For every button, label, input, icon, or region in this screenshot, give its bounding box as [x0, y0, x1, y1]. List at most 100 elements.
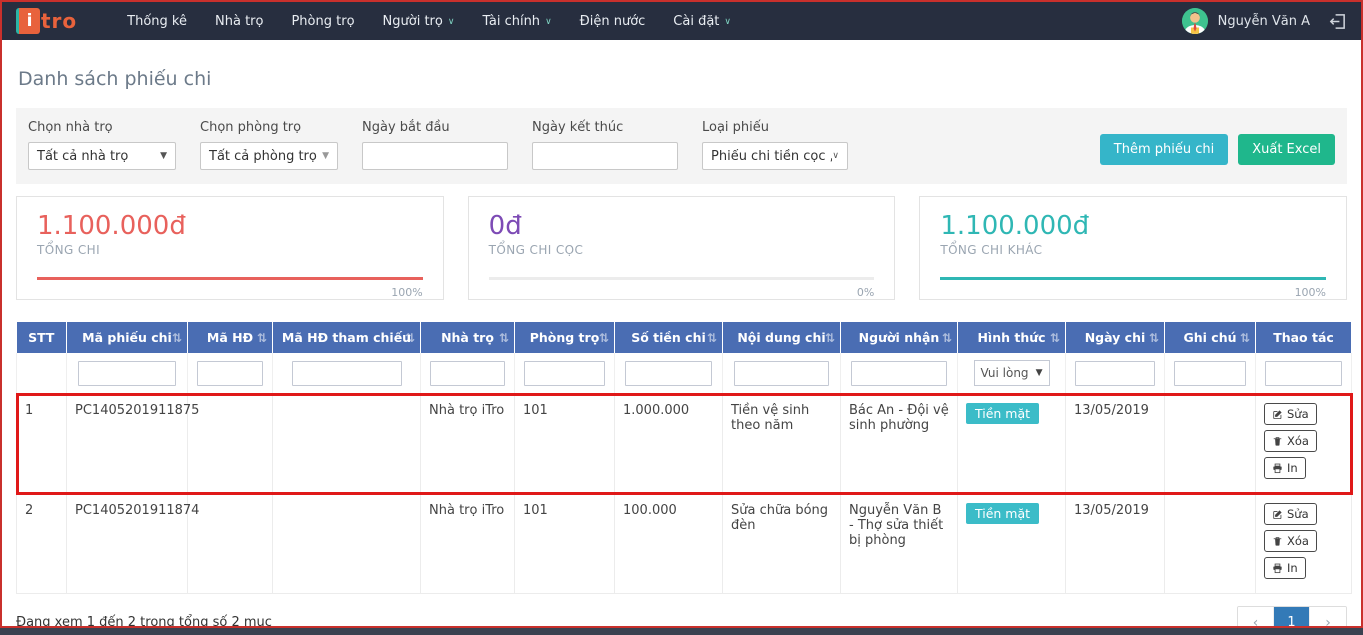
chevron-down-icon: ∨ — [724, 17, 731, 27]
col-content[interactable]: Nội dung chi ⇅ — [722, 322, 841, 353]
user-avatar[interactable] — [1181, 8, 1208, 34]
cell-actions: Sửa Xóa In — [1255, 393, 1352, 494]
house-select[interactable]: Tất cả nhà trọ ▼ — [28, 142, 176, 170]
receiver-filter-input[interactable] — [851, 360, 947, 386]
content-filter-input[interactable] — [733, 360, 830, 386]
col-contract-code[interactable]: Mã HĐ ⇅ — [187, 322, 273, 353]
nav-item-nguoi-tro[interactable]: Người trọ ∨ — [382, 13, 455, 29]
nav-item-dien-nuoc[interactable]: Điện nước — [579, 13, 646, 29]
nav-item-phong-tro[interactable]: Phòng trọ — [291, 13, 355, 29]
room-filter-input[interactable] — [524, 360, 605, 386]
col-room[interactable]: Phòng trọ ⇅ — [514, 322, 615, 353]
header-row: STT Mã phiếu chi ⇅ Mã HĐ ⇅ Mã HĐ tham chiế… — [16, 322, 1352, 353]
note-filter-input[interactable] — [1173, 360, 1247, 386]
add-voucher-button[interactable]: Thêm phiếu chi — [1099, 134, 1229, 165]
nav-item-cai-dat[interactable]: Cài đặt ∨ — [673, 13, 731, 29]
voucher-type-select[interactable]: Phiếu chi tiền cọc , Khác ∨ — [702, 142, 848, 170]
page-1-button[interactable]: 1 — [1274, 607, 1310, 626]
user-area: Nguyễn Văn A — [1181, 8, 1347, 34]
col-note[interactable]: Ghi chú ⇅ — [1164, 322, 1256, 353]
print-button[interactable]: In — [1264, 457, 1306, 479]
cell-method: Tiền mặt — [957, 393, 1066, 494]
table-row-1: 1 PC1405201911875 Nhà trọ iTro 101 1.000… — [15, 392, 1353, 495]
caret-down-icon: ▼ — [1035, 368, 1043, 378]
progress-fill — [940, 277, 1327, 280]
progress-track — [940, 277, 1327, 280]
filter-cell-stt — [16, 353, 67, 394]
sort-icon[interactable]: ⇅ — [1148, 330, 1159, 345]
sort-icon[interactable]: ⇅ — [598, 330, 609, 345]
filter-room: Chọn phòng trọ Tất cả phòng trọ ▼ — [200, 120, 338, 170]
date-filter-input[interactable] — [1075, 360, 1155, 386]
chevron-down-icon: ∨ — [545, 17, 552, 27]
sort-icon[interactable]: ⇅ — [256, 330, 267, 345]
app-logo[interactable]: i tro — [16, 8, 77, 34]
logout-button[interactable] — [1328, 12, 1347, 31]
sort-icon[interactable]: ⇅ — [171, 330, 182, 345]
edit-icon — [1273, 409, 1282, 419]
progress-fill — [37, 277, 423, 280]
end-date-input[interactable] — [532, 142, 678, 170]
filter-voucher-type: Loại phiếu Phiếu chi tiền cọc , Khác ∨ — [702, 120, 848, 170]
card-value: 1.100.000đ — [37, 211, 186, 241]
end-date-label: Ngày kết thúc — [532, 120, 624, 135]
house-filter-input[interactable] — [430, 360, 505, 386]
actions-filter-input[interactable] — [1265, 360, 1342, 386]
start-date-input[interactable] — [362, 142, 508, 170]
cell-receiver: Bác An - Đội vệ sinh phường — [840, 393, 958, 494]
logo-door-icon: i — [16, 8, 40, 34]
chevron-down-icon: ∨ — [447, 17, 455, 27]
filter-bar: Chọn nhà trọ Tất cả nhà trọ ▼ Chọn phòng… — [16, 108, 1347, 184]
edit-button[interactable]: Sửa — [1264, 503, 1317, 525]
sort-icon[interactable]: ⇅ — [941, 330, 952, 345]
col-receiver[interactable]: Người nhận ⇅ — [840, 322, 958, 353]
ref-contract-filter-input[interactable] — [291, 360, 402, 386]
sort-icon[interactable]: ⇅ — [498, 330, 509, 345]
cell-receiver: Nguyễn Văn B - Thợ sửa thiết bị phòng — [840, 493, 958, 594]
cell-content: Tiền vệ sinh theo năm — [722, 393, 841, 494]
voucher-code-filter-input[interactable] — [77, 360, 177, 386]
column-filter-row: Vui lòng ▼ — [16, 353, 1352, 394]
trash-icon — [1273, 536, 1282, 546]
export-excel-button[interactable]: Xuất Excel — [1238, 134, 1335, 165]
delete-button[interactable]: Xóa — [1264, 530, 1317, 552]
sort-icon[interactable]: ⇅ — [824, 330, 835, 345]
filter-house-label: Chọn nhà trọ — [28, 120, 113, 135]
delete-button[interactable]: Xóa — [1264, 430, 1317, 452]
nav-item-thong-ke[interactable]: Thống kê — [127, 13, 187, 29]
col-house[interactable]: Nhà trọ ⇅ — [420, 322, 515, 353]
cell-voucher-code: PC1405201911875 — [66, 393, 199, 494]
cell-actions: Sửa Xóa In — [1255, 493, 1352, 594]
sort-icon[interactable]: ⇅ — [1049, 330, 1060, 345]
col-date[interactable]: Ngày chi ⇅ — [1065, 322, 1165, 353]
print-button[interactable]: In — [1264, 557, 1306, 579]
col-method[interactable]: Hình thức ⇅ — [957, 322, 1066, 353]
method-filter-select[interactable]: Vui lòng ▼ — [973, 360, 1050, 386]
col-ref-contract[interactable]: Mã HĐ tham chiếu ⇅ — [272, 322, 421, 353]
filter-buttons: Thêm phiếu chi Xuất Excel — [1099, 134, 1335, 165]
payment-method-badge: Tiền mặt — [966, 403, 1040, 424]
sort-icon[interactable]: ⇅ — [1239, 330, 1250, 345]
nav-item-tai-chinh[interactable]: Tài chính ∨ — [482, 13, 552, 29]
sort-icon[interactable]: ⇅ — [706, 330, 717, 345]
window-bottom-bar — [0, 628, 1363, 635]
col-amount[interactable]: Số tiền chi ⇅ — [614, 322, 723, 353]
room-select[interactable]: Tất cả phòng trọ ▼ — [200, 142, 338, 170]
nav-menu: Thống kê Nhà trọ Phòng trọ Người trọ ∨ Tà… — [113, 2, 745, 40]
sort-icon[interactable]: ⇅ — [404, 330, 415, 345]
contract-code-filter-input[interactable] — [196, 360, 264, 386]
col-voucher-code[interactable]: Mã phiếu chi ⇅ — [66, 322, 188, 353]
next-page-button[interactable]: › — [1310, 607, 1346, 626]
progress-track — [488, 277, 875, 280]
prev-page-button[interactable]: ‹ — [1238, 607, 1274, 626]
amount-filter-input[interactable] — [624, 360, 713, 386]
edit-button[interactable]: Sửa — [1264, 403, 1317, 425]
nav-item-nha-tro[interactable]: Nhà trọ — [215, 13, 264, 29]
card-percent: 100% — [1294, 286, 1327, 299]
card-value: 1.100.000đ — [940, 211, 1090, 241]
filter-house: Chọn nhà trọ Tất cả nhà trọ ▼ — [28, 120, 176, 170]
user-name[interactable]: Nguyễn Văn A — [1217, 13, 1310, 29]
caret-down-icon: ▼ — [322, 151, 329, 161]
filter-room-label: Chọn phòng trọ — [200, 120, 302, 135]
